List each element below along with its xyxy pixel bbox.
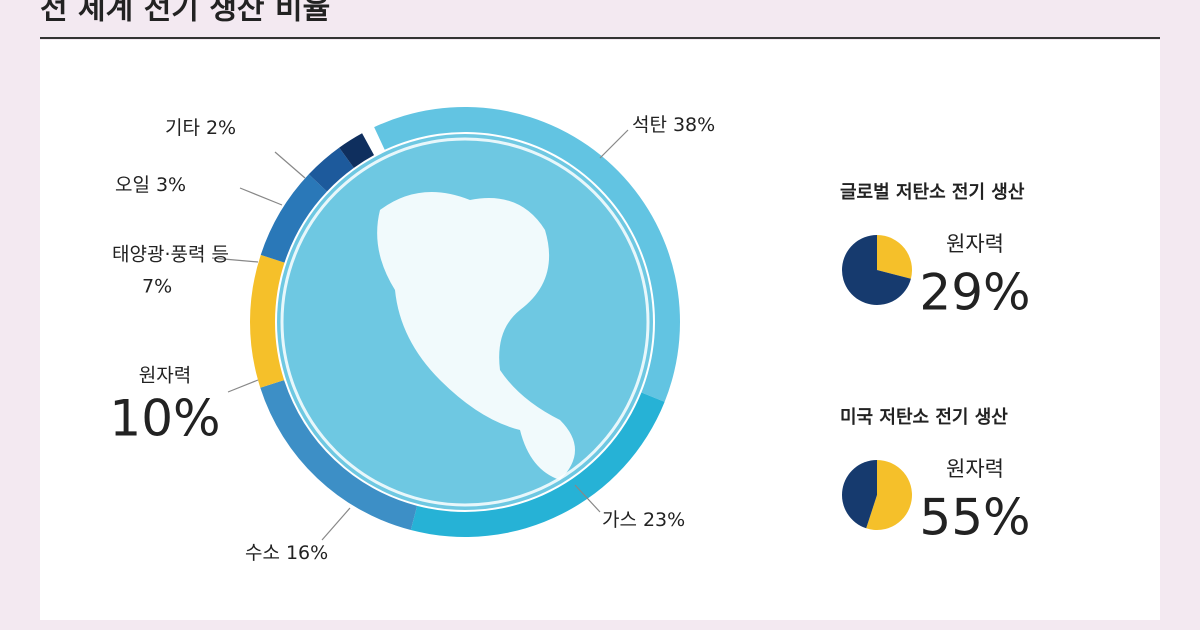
segment-name: 기타 <box>165 117 200 139</box>
pie-label: 원자력 <box>946 457 1004 481</box>
segment-name: 오일 <box>115 174 150 196</box>
leader-line <box>574 484 601 513</box>
continent <box>377 192 575 480</box>
leader-line <box>274 151 306 179</box>
pie-value: 55% <box>919 489 1030 547</box>
segment-label: 태양광·풍력 등 <box>112 244 229 266</box>
leader-line <box>227 379 259 393</box>
pie-slice <box>842 460 877 529</box>
segment-value: 3% <box>156 174 186 196</box>
segment-name: 석탄 <box>632 114 667 136</box>
donut-segment <box>250 254 285 388</box>
segment-label: 오일 3% <box>115 174 186 196</box>
pie-label: 원자력 <box>946 232 1004 256</box>
segment-value: 10% <box>109 390 220 448</box>
pie-slice <box>877 235 912 279</box>
segment-value: 7% <box>142 276 172 298</box>
donut-segment <box>339 133 375 168</box>
donut-segment <box>374 107 680 402</box>
leader-line <box>321 507 351 541</box>
pie-slice <box>842 235 911 306</box>
segment-value: 38% <box>673 114 715 136</box>
segment-name: 가스 <box>602 509 637 531</box>
globe-rim <box>280 137 650 507</box>
donut-segment <box>410 392 665 537</box>
donut-segment <box>260 174 327 263</box>
leader-line <box>239 187 283 206</box>
leader-line <box>599 129 629 159</box>
pie-slice <box>866 460 913 530</box>
pie-title: 미국 저탄소 전기 생산 <box>840 407 1008 428</box>
segment-label: 석탄 38% <box>632 114 715 136</box>
segment-name: 수소 <box>245 542 280 564</box>
segment-label: 원자력 <box>139 365 191 387</box>
segment-value: 2% <box>206 117 236 139</box>
segment-label: 수소 16% <box>245 542 328 564</box>
donut-segment <box>260 380 418 531</box>
donut-segment <box>308 147 354 192</box>
pie-title: 글로벌 저탄소 전기 생산 <box>840 182 1025 203</box>
pie-value: 29% <box>919 264 1030 322</box>
segment-label: 가스 23% <box>602 509 685 531</box>
leader-line <box>211 257 259 263</box>
chart-title: 전 세계 전기 생산 비율 <box>40 0 330 27</box>
segment-label: 기타 2% <box>165 117 236 139</box>
segment-value: 16% <box>286 542 328 564</box>
segment-value: 23% <box>643 509 685 531</box>
